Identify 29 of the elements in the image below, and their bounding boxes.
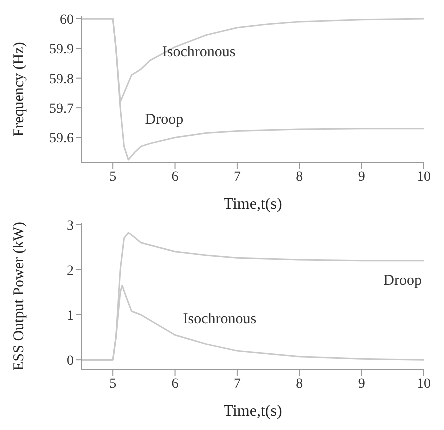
x-tick-label: 7 (234, 170, 241, 185)
x-tick-label: 9 (358, 170, 366, 185)
series-label: Droop (384, 272, 422, 289)
x-axis-title: Time,t(s) (224, 196, 282, 213)
y-axis-title: ESS Output Power (kW) (11, 222, 28, 371)
series-label: Droop (145, 112, 184, 128)
x-axis-title: Time,t(s) (224, 403, 282, 420)
y-tick-label: 59.8 (50, 72, 74, 88)
x-tick-label: 6 (172, 376, 179, 392)
y-tick-label: 59.6 (50, 132, 74, 147)
series-label: Isochronous (162, 44, 236, 61)
y-axis-title: Frequency (Hz) (11, 42, 28, 137)
y-tick-label: 1 (67, 308, 74, 324)
x-tick-label: 9 (358, 376, 366, 392)
x-tick-label: 6 (172, 170, 179, 185)
x-tick-label: 10 (417, 170, 431, 185)
x-tick-label: 5 (110, 170, 117, 185)
x-tick-label: 8 (296, 376, 304, 392)
y-tick-label: 59.7 (50, 102, 74, 118)
x-tick-label: 5 (110, 376, 117, 392)
y-tick-label: 0 (67, 354, 74, 370)
y-tick-label: 59.9 (50, 42, 74, 58)
y-tick-label: 60 (60, 12, 74, 28)
y-tick-label: 3 (67, 218, 74, 234)
x-tick-label: 10 (417, 376, 431, 392)
x-tick-label: 8 (296, 170, 304, 185)
series-label: Isochronous (183, 311, 257, 328)
x-tick-label: 7 (234, 376, 241, 392)
y-tick-label: 2 (67, 264, 74, 279)
